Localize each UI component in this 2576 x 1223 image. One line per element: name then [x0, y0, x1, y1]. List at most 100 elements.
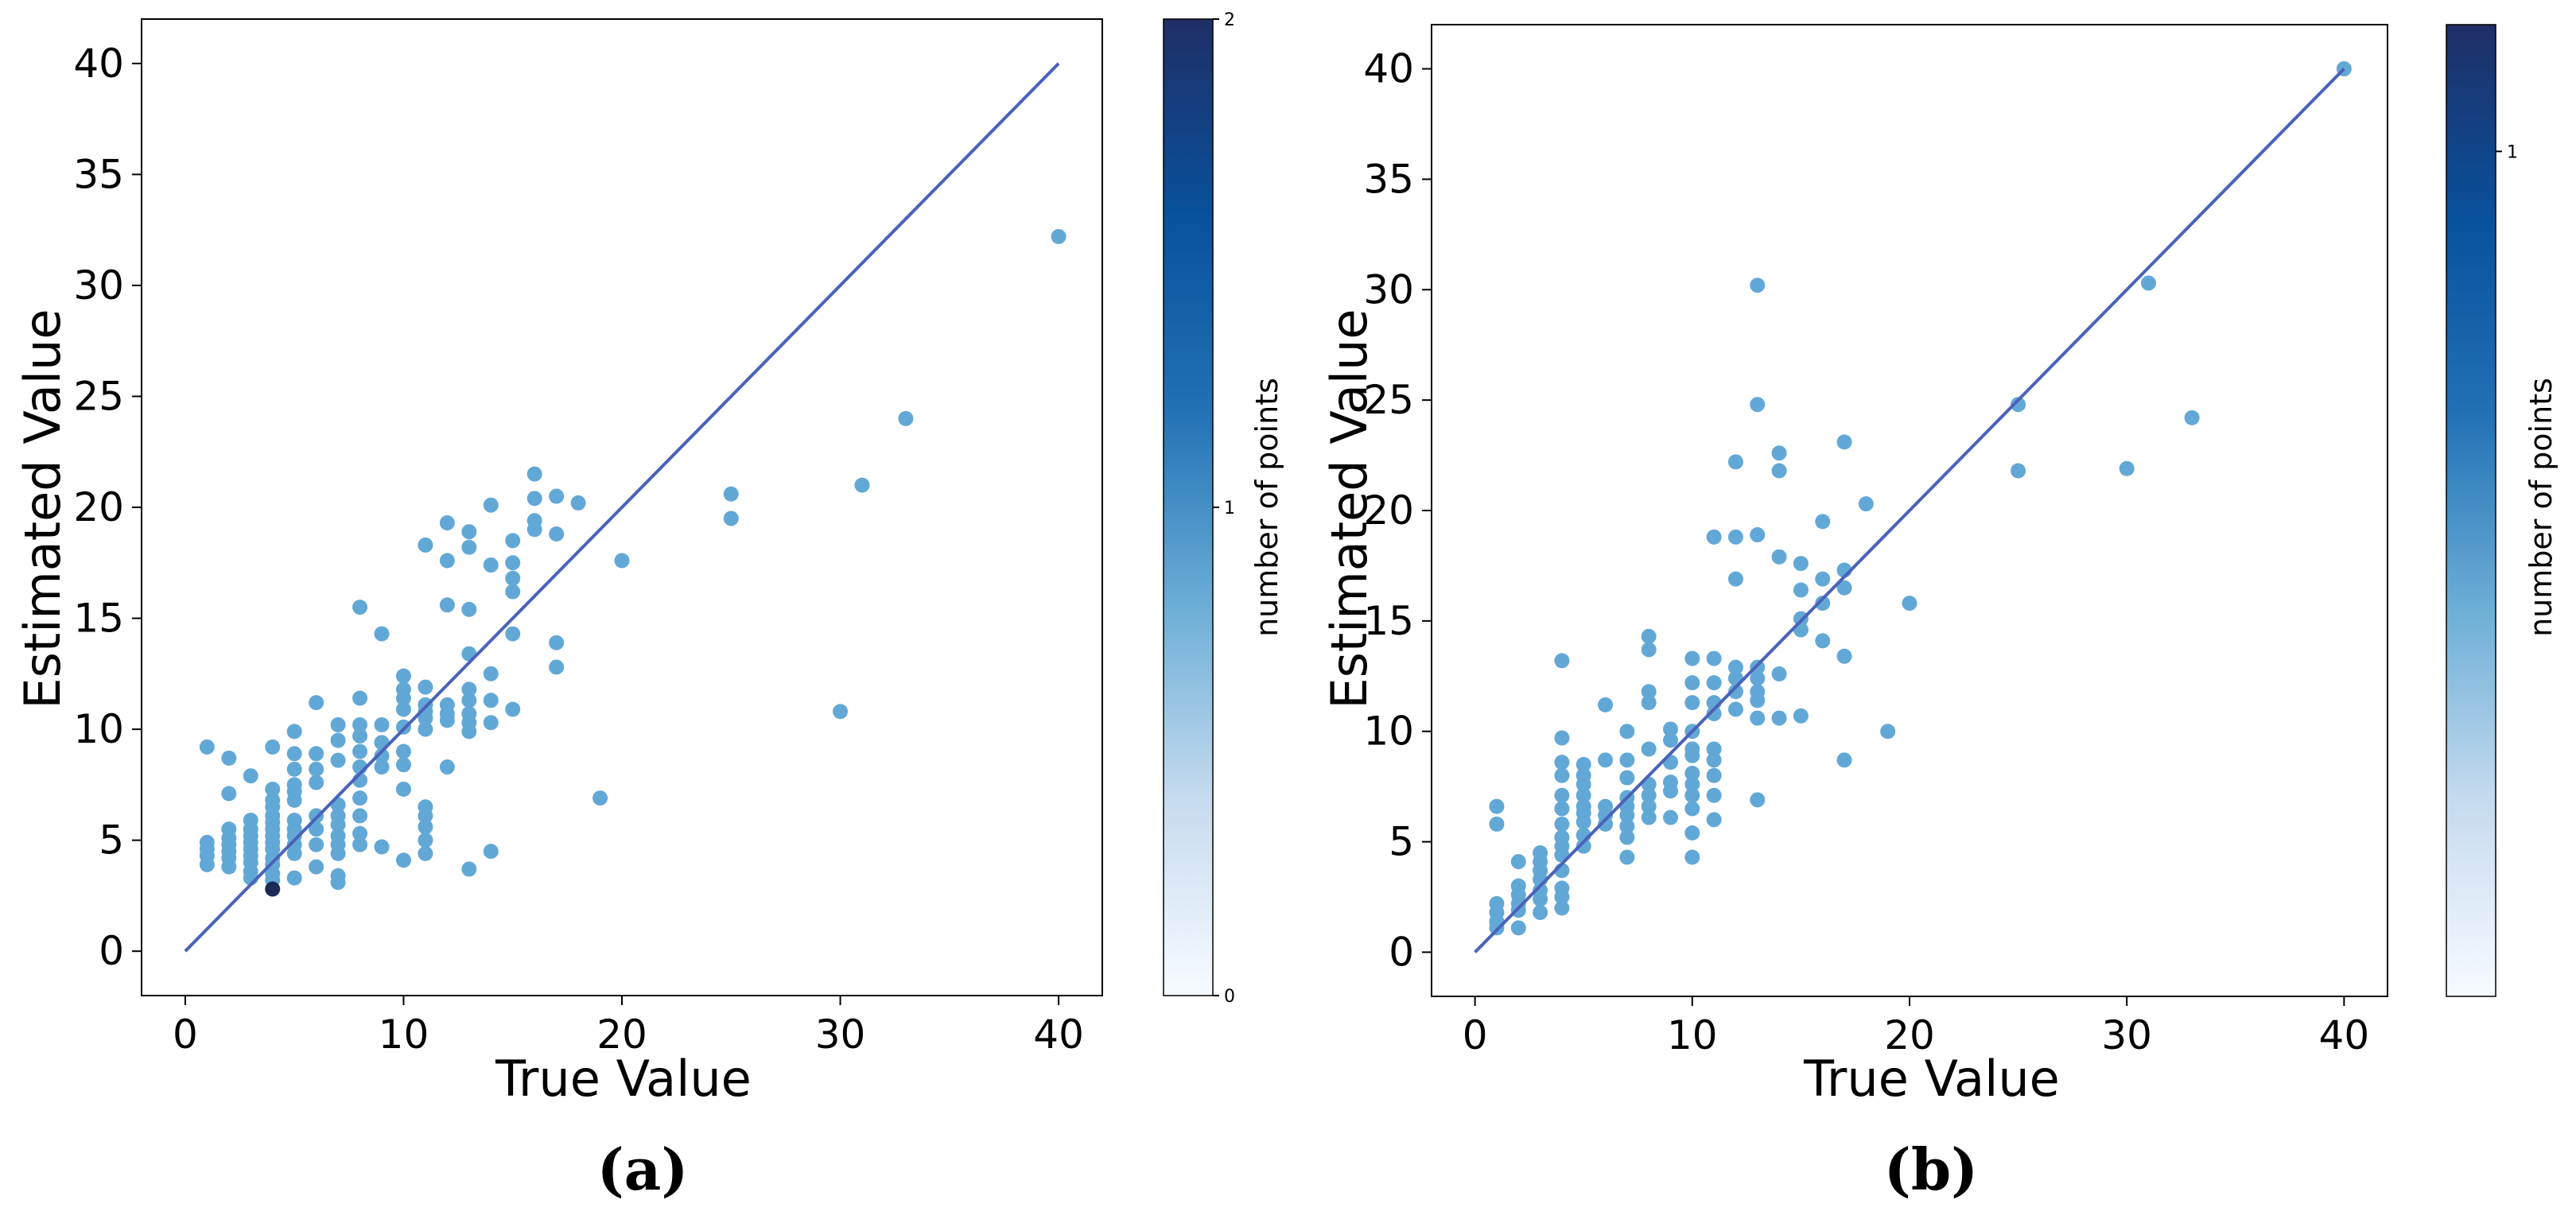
y-tick-label-a-30: 30 [73, 262, 124, 309]
data-point-b-65 [1663, 721, 1678, 737]
data-point-b-48 [1619, 752, 1635, 768]
data-point-b-21 [1554, 755, 1570, 771]
data-point-b-25 [1554, 816, 1570, 832]
data-point-b-54 [1619, 829, 1635, 845]
identity-line-a [184, 62, 1060, 953]
data-point-b-76 [1684, 747, 1700, 763]
data-point-a-51 [309, 746, 324, 762]
data-point-a-95 [418, 537, 433, 553]
data-point-b-106 [1750, 693, 1766, 709]
data-point-a-59 [330, 732, 346, 748]
data-point-a-99 [418, 710, 433, 726]
data-point-b-72 [1684, 675, 1700, 691]
x-tick-label-a-40: 40 [1033, 1011, 1084, 1058]
colorbar-a-tick-label-0: 0 [1224, 987, 1235, 1007]
y-tick-label-a-20: 20 [73, 484, 124, 530]
colorbar-b-label: number of points [2524, 378, 2559, 637]
y-tick-label-b-25: 25 [1363, 377, 1414, 423]
data-point-a-106 [439, 515, 455, 531]
x-tick-label-a-30: 30 [815, 1011, 866, 1058]
data-point-b-83 [1706, 529, 1722, 545]
data-point-a-13 [243, 768, 258, 784]
data-point-a-86 [395, 668, 411, 684]
data-point-a-148 [833, 704, 849, 720]
x-tick-label-b-10: 10 [1667, 1012, 1718, 1058]
data-point-b-43 [1598, 752, 1614, 768]
y-tick-label-b-5: 5 [1389, 819, 1414, 865]
data-point-b-104 [1750, 670, 1766, 686]
data-point-b-133 [2119, 460, 2135, 476]
data-point-b-122 [1815, 633, 1831, 649]
y-tick-label-b-10: 10 [1363, 709, 1414, 755]
data-point-a-138 [526, 522, 542, 538]
data-point-a-108 [439, 597, 455, 613]
data-point-a-115 [461, 601, 477, 617]
data-point-a-37 [265, 881, 281, 897]
data-point-a-53 [309, 775, 324, 790]
data-point-a-93 [395, 781, 411, 797]
colorbar-a-tick-label-2: 2 [1224, 10, 1235, 30]
data-point-a-12 [221, 859, 237, 875]
data-point-b-42 [1598, 697, 1614, 712]
colorbar-a-ticks: 0 1 2 [1213, 10, 1235, 1007]
data-point-a-135 [526, 466, 542, 482]
data-point-b-11 [1510, 920, 1526, 936]
data-point-b-135 [2184, 410, 2200, 425]
data-point-a-56 [309, 837, 324, 852]
scatter-points-b [1489, 61, 2352, 936]
data-point-b-70 [1663, 810, 1678, 825]
y-tick-label-a-10: 10 [73, 706, 124, 752]
data-point-b-56 [1641, 628, 1657, 644]
data-point-b-93 [1727, 454, 1743, 470]
data-point-a-100 [418, 721, 433, 737]
data-point-a-113 [461, 524, 477, 540]
y-tick-label-b-15: 15 [1363, 598, 1414, 644]
colorbar-a-gradient [1163, 18, 1214, 996]
data-point-a-125 [483, 666, 499, 681]
colorbar-a: 0 1 2 number of points [1163, 10, 1284, 1007]
data-point-a-66 [330, 845, 346, 861]
data-point-a-150 [898, 410, 914, 426]
data-point-a-122 [461, 861, 477, 877]
data-point-b-78 [1684, 776, 1700, 792]
panel-label-a: (a) [597, 1136, 689, 1203]
data-point-a-50 [309, 695, 324, 711]
data-point-a-48 [286, 845, 302, 861]
data-point-a-24 [265, 781, 281, 797]
data-point-b-120 [1815, 571, 1831, 587]
data-point-b-6 [1510, 854, 1526, 870]
y-tick-label-a-35: 35 [73, 151, 124, 197]
data-point-a-112 [439, 759, 455, 775]
data-point-a-84 [374, 759, 390, 775]
data-point-a-141 [549, 635, 565, 650]
y-tick-label-b-40: 40 [1363, 46, 1414, 92]
data-point-a-80 [374, 626, 390, 642]
data-point-a-103 [418, 819, 433, 835]
data-point-b-47 [1619, 724, 1635, 740]
data-point-a-89 [395, 701, 411, 717]
data-point-a-55 [309, 821, 324, 837]
data-point-b-132 [2011, 463, 2026, 479]
data-point-b-130 [1902, 596, 1917, 612]
data-point-a-83 [374, 748, 390, 764]
colorbar-b-gradient [2446, 24, 2496, 997]
data-point-b-1 [1489, 816, 1505, 832]
y-axis-label-a: Estimated Value [14, 309, 72, 709]
plot-area-a: 0 10 20 30 40 0 5 10 15 20 25 30 35 40 [73, 18, 1103, 1058]
data-point-b-60 [1641, 741, 1657, 757]
data-point-b-79 [1684, 787, 1700, 803]
data-point-a-151 [1051, 229, 1067, 245]
data-point-b-73 [1684, 695, 1700, 711]
data-point-a-114 [461, 539, 477, 555]
data-point-b-123 [1836, 434, 1852, 450]
panel-b: 0 10 20 30 40 0 5 10 15 20 25 30 35 40 True Value Est… [1320, 24, 2559, 1203]
data-point-b-108 [1750, 792, 1766, 808]
y-tick-label-b-30: 30 [1363, 266, 1414, 313]
data-point-a-139 [549, 488, 565, 504]
data-point-b-81 [1684, 825, 1700, 841]
y-tick-label-a-40: 40 [73, 41, 124, 87]
data-point-b-92 [1706, 812, 1722, 828]
data-point-b-46 [1598, 816, 1614, 832]
data-point-b-49 [1619, 770, 1635, 786]
